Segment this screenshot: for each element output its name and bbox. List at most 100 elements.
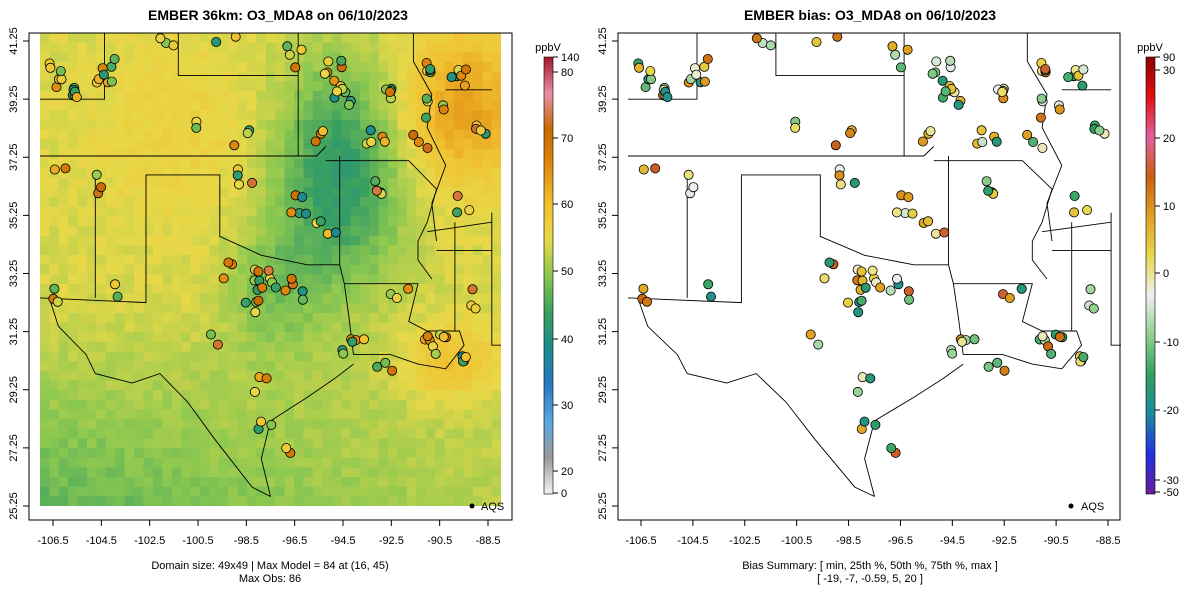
grid-cell bbox=[453, 370, 464, 382]
grid-cell bbox=[294, 255, 305, 266]
grid-cell bbox=[416, 428, 427, 440]
grid-cell bbox=[341, 399, 352, 411]
grid-cell bbox=[152, 303, 163, 314]
grid-cell bbox=[152, 71, 163, 82]
grid-cell bbox=[359, 428, 370, 440]
grid-cell bbox=[49, 100, 60, 111]
grid-cell bbox=[152, 380, 163, 391]
grid-cell bbox=[105, 245, 116, 256]
grid-cell bbox=[444, 467, 455, 478]
model-grid bbox=[40, 33, 501, 506]
observation-point bbox=[212, 339, 223, 350]
grid-cell bbox=[397, 457, 408, 468]
grid-cell bbox=[143, 341, 154, 353]
grid-cell bbox=[341, 264, 352, 275]
grid-cell bbox=[209, 486, 220, 497]
grid-cell bbox=[209, 177, 220, 189]
grid-cell bbox=[87, 226, 98, 237]
grid-cell bbox=[322, 110, 333, 121]
grid-cell bbox=[246, 226, 257, 237]
grid-cell bbox=[68, 322, 79, 333]
grid-cell bbox=[425, 467, 436, 478]
grid-cell bbox=[181, 293, 192, 304]
bias-point bbox=[702, 54, 713, 65]
observation-point bbox=[344, 99, 355, 110]
grid-cell bbox=[265, 61, 276, 73]
grid-cell bbox=[256, 409, 267, 420]
grid-cell bbox=[491, 264, 501, 275]
grid-cell bbox=[77, 477, 88, 488]
grid-cell bbox=[425, 158, 436, 169]
grid-cell bbox=[124, 390, 135, 401]
grid-cell bbox=[143, 235, 154, 246]
grid-cell bbox=[162, 390, 173, 401]
grid-cell bbox=[209, 206, 220, 218]
state-borders bbox=[628, 33, 1121, 497]
grid-cell bbox=[369, 148, 380, 160]
grid-cell bbox=[190, 486, 201, 497]
grid-cell bbox=[105, 438, 116, 449]
grid-cell bbox=[209, 457, 220, 468]
grid-cell bbox=[256, 448, 267, 459]
grid-cell bbox=[143, 370, 154, 382]
grid-cell bbox=[303, 457, 314, 468]
grid-cell bbox=[209, 322, 220, 333]
grid-cell bbox=[87, 52, 98, 63]
grid-cell bbox=[275, 448, 286, 459]
grid-cell bbox=[256, 380, 267, 391]
grid-cell bbox=[181, 332, 192, 343]
grid-cell bbox=[105, 177, 116, 189]
grid-cell bbox=[472, 351, 483, 362]
grid-cell bbox=[265, 81, 276, 92]
grid-cell bbox=[68, 216, 79, 227]
grid-cell bbox=[425, 293, 436, 304]
grid-cell bbox=[397, 409, 408, 420]
grid-cell bbox=[472, 361, 483, 372]
bias-point bbox=[902, 44, 913, 55]
grid-cell bbox=[265, 399, 276, 411]
grid-cell bbox=[341, 457, 352, 468]
grid-cell bbox=[275, 129, 286, 140]
grid-cell bbox=[87, 467, 98, 478]
grid-cell bbox=[331, 274, 342, 285]
grid-cell bbox=[378, 341, 389, 353]
observation-point bbox=[438, 104, 449, 115]
grid-cell bbox=[134, 428, 145, 440]
grid-cell bbox=[491, 206, 501, 218]
grid-cell bbox=[152, 110, 163, 121]
grid-cell bbox=[444, 457, 455, 468]
grid-cell bbox=[435, 448, 446, 459]
grid-cell bbox=[275, 370, 286, 382]
grid-cell bbox=[378, 33, 389, 44]
grid-cell bbox=[397, 168, 408, 179]
grid-cell bbox=[237, 390, 248, 401]
grid-cell bbox=[435, 177, 446, 189]
grid-cell bbox=[181, 71, 192, 82]
grid-cell bbox=[322, 390, 333, 401]
model-footer-line1: Domain size: 49x49 | Max Model = 84 at (… bbox=[151, 560, 388, 572]
grid-cell bbox=[171, 322, 182, 333]
grid-cell bbox=[134, 139, 145, 150]
grid-cell bbox=[482, 477, 493, 488]
grid-cell bbox=[181, 322, 192, 333]
grid-cell bbox=[341, 148, 352, 160]
grid-cell bbox=[77, 52, 88, 63]
grid-cell bbox=[425, 119, 436, 131]
grid-cell bbox=[378, 312, 389, 324]
grid-cell bbox=[218, 33, 229, 44]
observation-point bbox=[286, 207, 297, 218]
grid-cell bbox=[152, 332, 163, 343]
observation-point bbox=[460, 64, 471, 75]
grid-cell bbox=[294, 303, 305, 314]
grid-cell bbox=[482, 168, 493, 179]
grid-cell bbox=[425, 428, 436, 440]
grid-cell bbox=[134, 100, 145, 111]
grid-cell bbox=[77, 322, 88, 333]
grid-cell bbox=[40, 448, 51, 459]
grid-cell bbox=[115, 177, 126, 189]
grid-cell bbox=[171, 245, 182, 256]
grid-cell bbox=[40, 438, 51, 449]
grid-cell bbox=[218, 216, 229, 227]
colorbar-tick-label: 0 bbox=[561, 488, 567, 500]
grid-cell bbox=[77, 293, 88, 304]
